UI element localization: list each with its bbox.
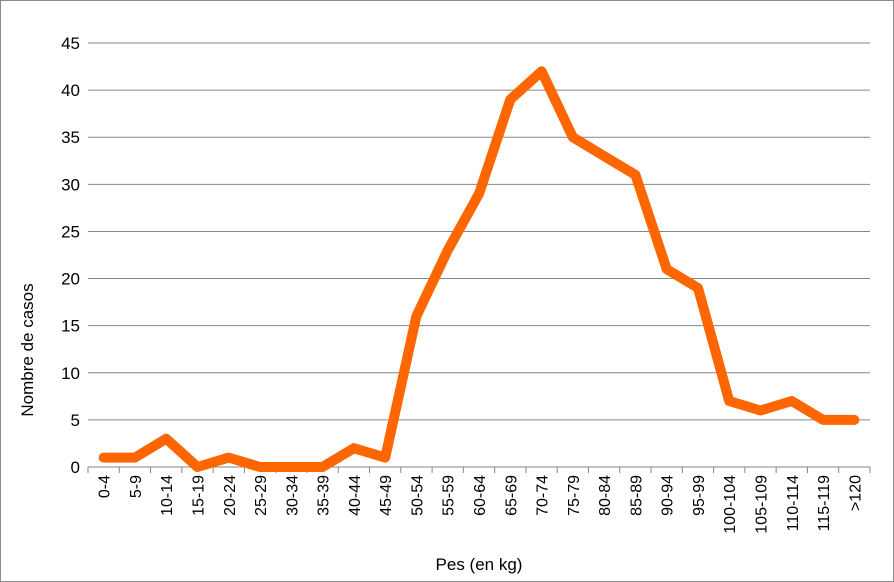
x-tick-label: 50-54: [409, 475, 426, 516]
data-point: [665, 267, 669, 271]
x-tick-label: 40-44: [347, 475, 364, 516]
series-layer: [98, 66, 860, 472]
x-tick-label: 85-89: [628, 475, 645, 516]
x-tick-label: 60-64: [472, 475, 489, 516]
x-tick-label: 30-34: [284, 475, 301, 516]
y-tick-label: 30: [61, 175, 80, 194]
data-point: [727, 399, 731, 403]
y-tick-label: 5: [71, 411, 80, 430]
x-tick-label: 0-4: [97, 475, 114, 498]
data-point: [321, 465, 325, 469]
gridlines: [87, 42, 871, 473]
data-point: [352, 446, 356, 450]
x-tick-label: 20-24: [222, 475, 239, 516]
data-point: [289, 465, 293, 469]
x-tick-label: 55-59: [441, 475, 458, 516]
y-tick-label: 25: [61, 222, 80, 241]
x-tick-label: 95-99: [691, 475, 708, 516]
y-tick-label: 45: [61, 34, 80, 53]
y-axis-ticks: 0 5 10 15 20 25 30 35 40 45: [61, 34, 80, 477]
data-point: [195, 465, 199, 469]
data-point: [227, 456, 231, 460]
series-line: [98, 66, 860, 472]
data-point: [821, 418, 825, 422]
y-tick-label: 35: [61, 128, 80, 147]
x-tick-label: 110-114: [785, 475, 802, 531]
x-tick-label: 90-94: [660, 475, 677, 516]
data-point: [414, 314, 418, 318]
data-point: [633, 173, 637, 177]
x-axis-label: Pes (en kg): [436, 555, 523, 574]
data-point: [102, 456, 106, 460]
data-point: [383, 456, 387, 460]
data-point: [571, 135, 575, 139]
y-tick-label: 15: [61, 317, 80, 336]
x-axis-ticks: 0-4 5-9 10-14 15-19 20-24 25-29 30-34 35-39 40-4…: [97, 475, 865, 534]
data-point: [602, 154, 606, 158]
data-point: [164, 437, 168, 441]
x-tick-label: 70-74: [535, 475, 552, 516]
x-tick-label: 5-9: [128, 475, 145, 498]
y-axis-label: Nombre de casos: [18, 283, 37, 416]
data-point: [790, 399, 794, 403]
data-point: [759, 408, 763, 412]
x-tick-label: 45-49: [378, 475, 395, 516]
data-point: [852, 418, 856, 422]
y-tick-label: 20: [61, 270, 80, 289]
x-tick-label: 115-119: [816, 475, 833, 531]
x-tick-label: 100-104: [722, 475, 739, 534]
x-tick-label: 80-84: [597, 475, 614, 516]
x-tick-label: 35-39: [316, 475, 333, 516]
data-point: [696, 286, 700, 290]
data-point: [540, 69, 544, 73]
data-point: [258, 465, 262, 469]
data-point: [133, 456, 137, 460]
x-tick-label: 10-14: [159, 475, 176, 516]
data-point: [508, 98, 512, 102]
x-tick-label: 15-19: [190, 475, 207, 516]
data-point: [477, 192, 481, 196]
x-tick-label: 65-69: [503, 475, 520, 516]
x-tick-label: 105-109: [754, 475, 771, 534]
x-tick-label: >120: [847, 475, 864, 511]
data-point: [446, 248, 450, 252]
x-tick-label: 25-29: [253, 475, 270, 516]
y-tick-label: 10: [61, 364, 80, 383]
x-tick-label: 75-79: [566, 475, 583, 516]
y-tick-label: 40: [61, 81, 80, 100]
y-tick-label: 0: [71, 458, 80, 477]
